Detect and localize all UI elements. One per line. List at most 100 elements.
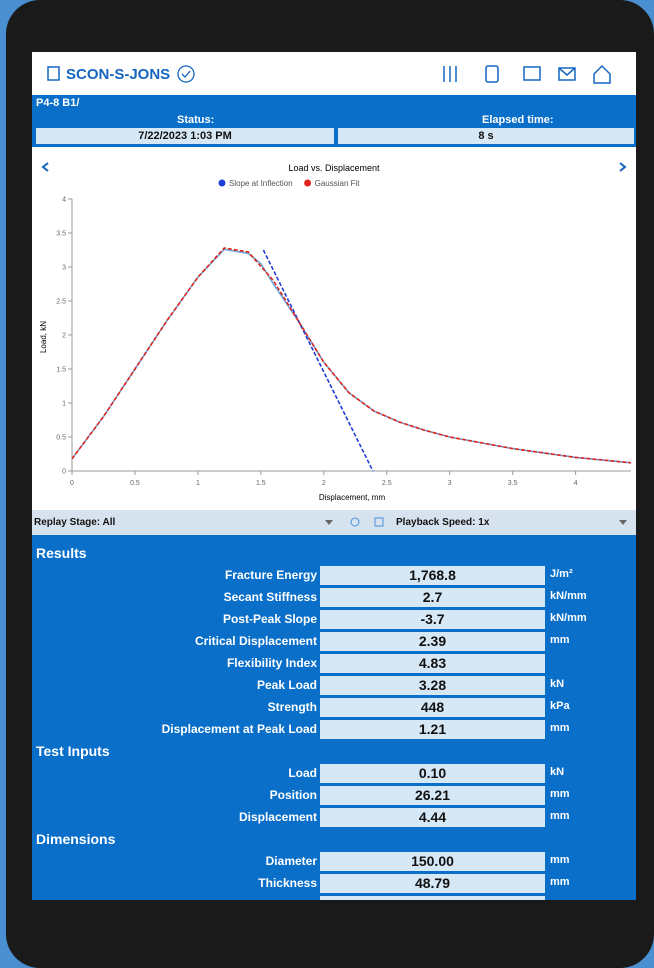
test-id: P4-8 B1/ (36, 97, 80, 109)
prev-chart[interactable] (41, 162, 49, 172)
chart-title: Load vs. Displacement (288, 163, 380, 173)
result-row: Critical Displacement 2.39 mm (32, 630, 636, 652)
y-tick-label: 0 (62, 469, 66, 476)
result-row: Fracture Energy 1,768.8 J/m² (32, 564, 636, 586)
row-value: 0.10 (320, 764, 545, 783)
section-title: Test Inputs (36, 743, 110, 759)
row-value: 4.44 (320, 808, 545, 827)
x-tick-label: 3.5 (508, 480, 518, 487)
result-row: Displacement at Peak Load 1.21 mm (32, 718, 636, 740)
screen: SCON-S-JONS P4-8 B1/ Status: Elapsed tim… (32, 52, 636, 900)
row-unit: kPa (550, 700, 570, 712)
row-label: Position (269, 788, 317, 802)
row-label: Critical Displacement (194, 634, 317, 648)
result-row: Diameter 150.00 mm (32, 850, 636, 872)
row-unit: mm (550, 788, 570, 800)
settings-icon[interactable] (443, 66, 457, 82)
row-value: 48.79 (320, 874, 545, 893)
result-row: Peak Load 3.28 kN (32, 674, 636, 696)
legend-label: Slope at Inflection (229, 179, 293, 188)
row-label: Ligament Length (220, 898, 317, 900)
result-row: Secant Stiffness 2.7 kN/mm (32, 586, 636, 608)
row-value: 2.7 (320, 588, 545, 607)
elapsed-value: 8 s (338, 128, 634, 144)
result-row: Post-Peak Slope -3.7 kN/mm (32, 608, 636, 630)
row-unit: mm (550, 722, 570, 734)
chart: Load vs. Displacement Displacement, mm L… (32, 147, 636, 510)
x-tick-label: 1.5 (256, 480, 266, 487)
row-value: 150.00 (320, 852, 545, 871)
row-label: Post-Peak Slope (222, 612, 317, 626)
row-unit: mm (550, 854, 570, 866)
row-value: 2.39 (320, 632, 545, 651)
status-value: 7/22/2023 1:03 PM (36, 128, 334, 144)
replay-stage[interactable]: Replay Stage: All (34, 517, 116, 528)
legend-swatch (304, 179, 312, 187)
row-label: Strength (267, 700, 317, 714)
x-tick-label: 4 (574, 480, 578, 487)
row-value: -3.7 (320, 610, 545, 629)
row-label: Diameter (265, 854, 317, 868)
result-row: Load 0.10 kN (32, 762, 636, 784)
app-title: SCON-S-JONS (66, 66, 171, 83)
legend-swatch (218, 179, 226, 187)
replay-controls (325, 517, 627, 527)
y-tick-label: 0.5 (56, 435, 66, 442)
check-icon[interactable] (177, 65, 195, 83)
y-tick-label: 2 (62, 333, 66, 340)
speed-dropdown[interactable] (619, 520, 627, 525)
row-unit: J/m² (550, 568, 573, 580)
x-tick-label: 2 (322, 480, 326, 487)
y-tick-label: 3 (62, 265, 66, 272)
row-label: Displacement at Peak Load (161, 722, 317, 736)
y-tick-label: 1 (62, 401, 66, 408)
x-tick-label: 1 (196, 480, 200, 487)
doc-icon[interactable] (47, 66, 60, 81)
result-row: Ligament Length60.00 mm (32, 894, 636, 900)
x-tick-label: 3 (448, 480, 452, 487)
next-chart[interactable] (619, 162, 627, 172)
row-unit: kN/mm (550, 590, 587, 602)
x-tick-label: 2.5 (382, 480, 392, 487)
replay-bar: Replay Stage: All Playback Speed: 1x (32, 510, 636, 535)
stage-dropdown[interactable] (325, 520, 333, 525)
x-tick-label: 0 (70, 480, 74, 487)
row-label: Load (288, 766, 317, 780)
status-label: Status: (177, 114, 215, 126)
save-icon[interactable] (485, 65, 499, 83)
data-line (71, 247, 632, 464)
row-label: Secant Stiffness (223, 590, 317, 604)
row-unit: mm (550, 810, 570, 822)
elapsed-label: Elapsed time: (482, 114, 554, 126)
row-label: Fracture Energy (224, 568, 317, 582)
y-tick-label: 4 (62, 197, 66, 204)
toolbar-icons (47, 64, 611, 84)
row-unit: mm (550, 898, 570, 900)
home-icon[interactable] (593, 64, 611, 84)
section-title: Dimensions (36, 831, 116, 847)
row-label: Peak Load (256, 678, 317, 692)
stop-button[interactable] (374, 517, 384, 527)
row-unit: mm (550, 634, 570, 646)
playback-speed[interactable]: Playback Speed: 1x (396, 517, 490, 528)
mail-icon[interactable] (558, 67, 576, 81)
row-unit: mm (550, 876, 570, 888)
replay-button[interactable] (350, 517, 360, 527)
image-icon[interactable] (523, 66, 541, 81)
x-axis-label: Displacement, mm (319, 493, 386, 502)
row-value: 60.00 (320, 896, 545, 900)
x-tick-label: 0.5 (130, 480, 140, 487)
y-tick-label: 2.5 (56, 299, 66, 306)
row-unit: kN (550, 766, 565, 778)
y-tick-label: 3.5 (56, 231, 66, 238)
row-label: Flexibility Index (226, 656, 317, 670)
row-label: Displacement (238, 810, 317, 824)
row-value: 1.21 (320, 720, 545, 739)
row-value: 4.83 (320, 654, 545, 673)
result-row: Strength 448 kPa (32, 696, 636, 718)
row-label: Thickness (258, 876, 317, 890)
row-value: 26.21 (320, 786, 545, 805)
status-band: P4-8 B1/ Status: Elapsed time: 7/22/2023… (32, 95, 636, 147)
data-line (262, 249, 374, 472)
section-title: Results (36, 545, 87, 561)
